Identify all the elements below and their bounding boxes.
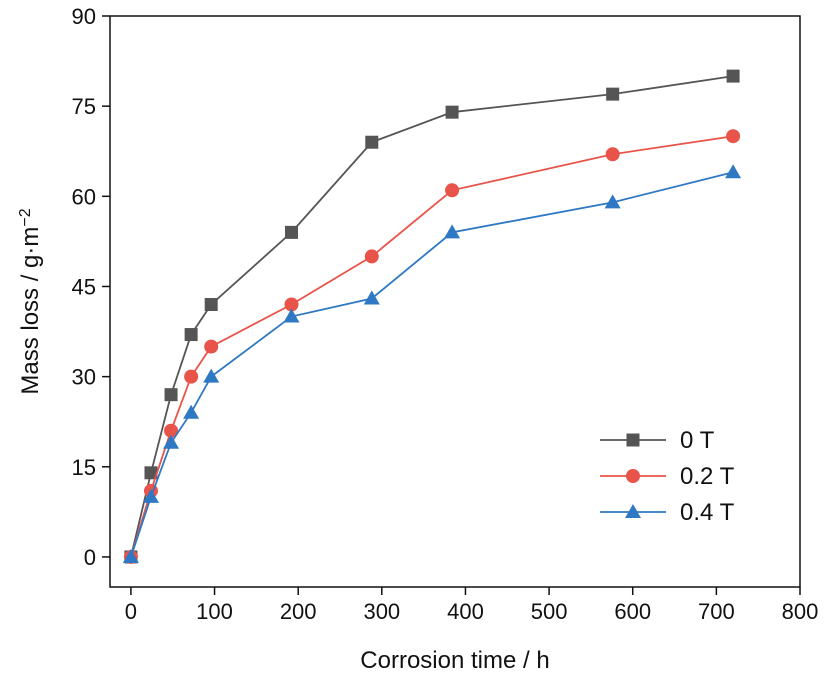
series-layer — [122, 69, 742, 564]
series — [122, 164, 742, 563]
legend: 0 T 0.2 T 0.4 T — [600, 427, 735, 526]
data-point — [445, 183, 460, 198]
tick-layer: 0 100 200 300 400 500 600 700 800 0 15 30 45 60 75 90 — [72, 4, 819, 624]
legend-item: 0.2 T — [600, 463, 735, 490]
data-point — [122, 548, 139, 563]
x-tick-label: 0 — [125, 599, 137, 624]
data-point — [604, 194, 621, 209]
x-tick-label: 400 — [447, 599, 484, 624]
data-point — [203, 368, 220, 383]
x-tick-label: 700 — [698, 599, 735, 624]
legend-item: 0 T — [600, 427, 715, 454]
legend-marker — [626, 433, 640, 447]
data-point — [365, 135, 379, 149]
data-point — [142, 488, 159, 503]
data-point — [284, 225, 298, 239]
x-axis-label: Corrosion time / h — [360, 647, 549, 674]
y-axis-label: Mass loss / g·m−2 — [17, 208, 45, 394]
x-tick-label: 200 — [280, 599, 317, 624]
legend-marker — [625, 504, 641, 518]
y-tick-label: 45 — [72, 274, 96, 299]
data-point — [164, 423, 179, 438]
series-line — [130, 135, 734, 558]
legend-label: 0.2 T — [680, 463, 735, 490]
y-tick-label: 30 — [72, 365, 96, 390]
data-point — [444, 224, 461, 239]
data-point — [445, 105, 459, 119]
legend-marker — [626, 469, 640, 483]
legend-label: 0 T — [680, 427, 715, 454]
data-point — [164, 388, 178, 402]
x-tick-label: 300 — [363, 599, 400, 624]
x-tick-label: 600 — [614, 599, 651, 624]
y-tick-label: 90 — [72, 4, 96, 29]
data-point — [184, 328, 198, 342]
y-tick-label: 60 — [72, 184, 96, 209]
data-point — [204, 298, 218, 312]
series-line — [130, 171, 734, 558]
data-point — [283, 308, 300, 323]
x-tick-label: 100 — [196, 599, 233, 624]
x-tick-label: 800 — [782, 599, 819, 624]
data-point — [605, 147, 620, 162]
data-point — [183, 404, 200, 419]
y-tick-label: 75 — [72, 94, 96, 119]
data-point — [204, 339, 219, 354]
data-point — [363, 290, 380, 305]
series — [124, 69, 740, 564]
data-point — [144, 466, 158, 480]
y-tick-label: 0 — [84, 545, 96, 570]
x-tick-label: 500 — [531, 599, 568, 624]
y-axis-label-main: Mass loss / g·m — [17, 227, 44, 395]
data-point — [364, 249, 379, 264]
data-point — [725, 164, 742, 179]
data-point — [726, 69, 740, 83]
y-tick-label: 15 — [72, 455, 96, 480]
series-line — [130, 75, 734, 558]
data-point — [284, 297, 299, 312]
data-point — [184, 369, 199, 384]
data-point — [163, 434, 180, 449]
plot-frame — [109, 15, 801, 588]
y-axis-label-superscript: −2 — [17, 208, 34, 226]
legend-label: 0.4 T — [680, 499, 735, 526]
legend-item: 0.4 T — [600, 499, 735, 526]
data-point — [726, 129, 741, 144]
data-point — [606, 87, 620, 101]
